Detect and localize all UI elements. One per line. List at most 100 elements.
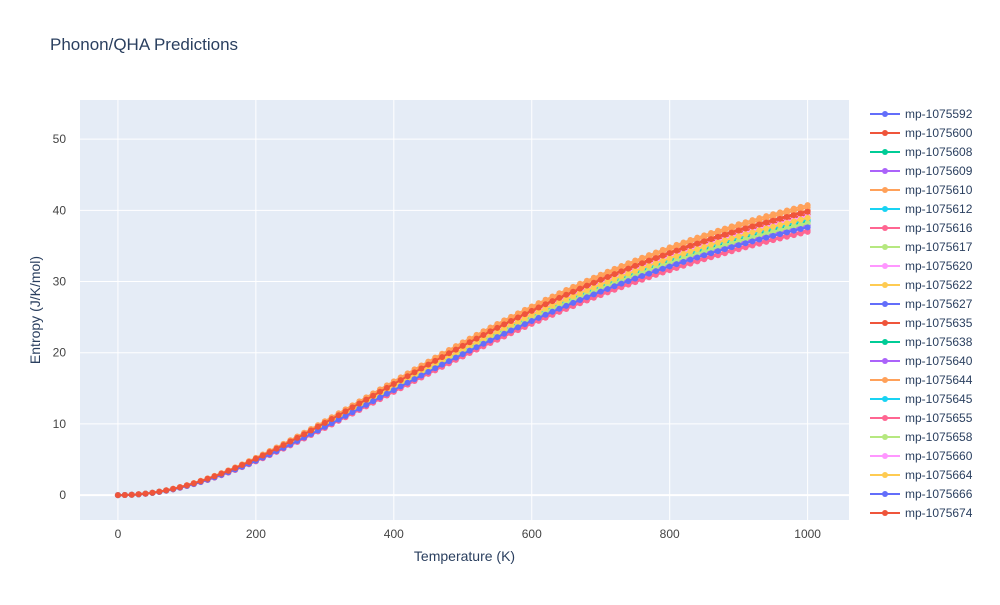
data-point — [611, 283, 618, 290]
legend-item[interactable]: mp-1075627 — [870, 297, 973, 311]
data-point — [542, 305, 549, 312]
data-point — [804, 208, 811, 215]
data-point — [473, 344, 480, 351]
data-point — [666, 250, 673, 257]
legend-item[interactable]: mp-1075620 — [870, 259, 973, 273]
y-axis-title: Entropy (J/K/mol) — [27, 256, 43, 364]
data-point — [618, 273, 625, 280]
data-point — [356, 400, 363, 407]
legend-item[interactable]: mp-1075617 — [870, 240, 973, 254]
data-point — [680, 258, 687, 265]
legend-item[interactable]: mp-1075616 — [870, 221, 973, 235]
legend-item[interactable]: mp-1075645 — [870, 392, 973, 406]
data-point — [742, 236, 749, 243]
legend-label: mp-1075612 — [905, 202, 973, 216]
legend-label: mp-1075666 — [905, 487, 973, 501]
data-point — [632, 267, 639, 274]
legend-item[interactable]: mp-1075674 — [870, 506, 973, 520]
data-point — [728, 229, 735, 236]
data-point — [604, 273, 611, 280]
data-point — [308, 427, 315, 434]
data-point — [701, 243, 708, 250]
data-point — [383, 384, 390, 391]
legend-item[interactable]: mp-1075640 — [870, 354, 973, 368]
x-tick-label: 200 — [246, 527, 266, 541]
x-axis-title: Temperature (K) — [414, 548, 515, 564]
legend-label: mp-1075645 — [905, 392, 973, 406]
legend-item[interactable]: mp-1075638 — [870, 335, 973, 349]
legend-item[interactable]: mp-1075612 — [870, 202, 973, 216]
data-point — [570, 293, 577, 300]
data-point — [790, 218, 797, 225]
legend[interactable]: mp-1075592 mp-1075600 mp-1075608 mp-1075609… — [870, 107, 973, 520]
data-point — [328, 420, 335, 427]
data-point — [583, 294, 590, 301]
data-point — [501, 330, 508, 337]
legend-item[interactable]: mp-1075658 — [870, 430, 973, 444]
data-point — [645, 270, 652, 277]
data-point — [694, 246, 701, 253]
legend-item[interactable]: mp-1075622 — [870, 278, 973, 292]
y-tick-label: 20 — [53, 346, 67, 360]
data-point — [232, 465, 239, 472]
legend-marker — [882, 510, 888, 516]
data-point — [439, 354, 446, 361]
legend-item[interactable]: mp-1075635 — [870, 316, 973, 330]
legend-item[interactable]: mp-1075660 — [870, 449, 973, 463]
data-point — [363, 396, 370, 403]
data-point — [728, 248, 735, 255]
data-point — [756, 240, 763, 247]
data-point — [508, 313, 515, 320]
data-point — [708, 230, 715, 237]
data-point — [204, 475, 211, 482]
data-point — [583, 277, 590, 284]
x-tick-label: 800 — [660, 527, 680, 541]
data-point — [590, 279, 597, 286]
data-point — [770, 211, 777, 218]
legend-marker — [882, 377, 888, 383]
legend-item[interactable]: mp-1075644 — [870, 373, 973, 387]
data-point — [280, 442, 287, 449]
data-point — [749, 242, 756, 249]
y-tick-label: 40 — [53, 203, 67, 217]
data-point — [314, 423, 321, 430]
legend-item[interactable]: mp-1075666 — [870, 487, 973, 501]
data-point — [528, 303, 535, 310]
data-point — [721, 250, 728, 257]
data-point — [721, 242, 728, 248]
data-point — [735, 227, 742, 234]
data-point — [411, 369, 418, 376]
data-point — [652, 255, 659, 262]
legend-item[interactable]: mp-1075592 — [870, 107, 973, 121]
data-point — [673, 261, 680, 268]
data-point — [783, 229, 790, 236]
data-point — [183, 482, 190, 489]
legend-item[interactable]: mp-1075600 — [870, 126, 973, 140]
legend-marker — [882, 415, 888, 421]
data-point — [770, 237, 777, 244]
data-point — [445, 358, 452, 365]
x-tick-label: 1000 — [794, 527, 821, 541]
data-point — [625, 260, 632, 267]
legend-marker — [882, 244, 888, 250]
data-point — [273, 445, 280, 452]
legend-item[interactable]: mp-1075609 — [870, 164, 973, 178]
data-point — [673, 241, 680, 248]
data-point — [121, 492, 128, 499]
legend-item[interactable]: mp-1075610 — [870, 183, 973, 197]
data-point — [652, 268, 659, 275]
data-point — [735, 221, 742, 228]
data-point — [770, 223, 777, 230]
data-point — [563, 296, 570, 303]
data-point — [797, 203, 804, 210]
data-point — [508, 317, 515, 324]
legend-label: mp-1075608 — [905, 145, 973, 159]
legend-item[interactable]: mp-1075664 — [870, 468, 973, 482]
data-point — [659, 265, 666, 272]
data-point — [783, 207, 790, 214]
legend-item[interactable]: mp-1075655 — [870, 411, 973, 425]
data-point — [770, 228, 777, 235]
data-point — [673, 252, 680, 259]
data-point — [501, 321, 508, 328]
legend-item[interactable]: mp-1075608 — [870, 145, 973, 159]
